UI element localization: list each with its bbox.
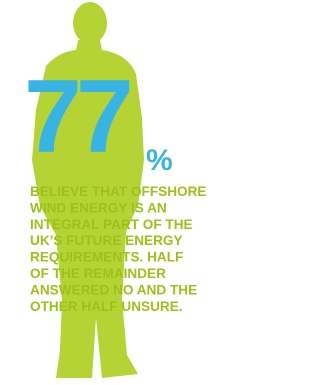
caption-line: INTEGRAL PART OF THE: [30, 217, 193, 232]
stat-unit: %: [146, 144, 173, 177]
caption-line: ANSWERED NO AND THE: [30, 282, 197, 297]
caption-line: REQUIREMENTS. HALF: [30, 250, 183, 265]
caption-line: OTHER HALF UNSURE.: [30, 299, 183, 314]
caption-line: BELIEVE THAT OFFSHORE: [30, 184, 206, 199]
caption-line: WIND ENERGY IS AN: [30, 200, 167, 215]
stat-number: 77: [24, 59, 130, 175]
caption-line: OF THE REMAINDER: [30, 266, 166, 281]
caption-line: UK’S FUTURE ENERGY: [30, 233, 183, 248]
page: {"statistic": {"number": "77", "unit": "…: [0, 0, 256, 385]
